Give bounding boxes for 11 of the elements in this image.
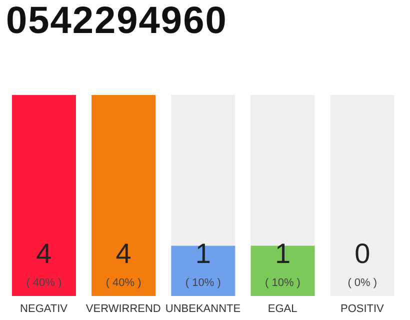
data-label: 4 ( 40% ): [26, 238, 62, 289]
data-label: 0 ( 0% ): [348, 238, 378, 289]
chart-title: 0542294960: [6, 0, 228, 43]
data-label: 1 ( 10% ): [185, 238, 221, 289]
data-label: 4 ( 40% ): [106, 238, 142, 289]
x-tick-label: POSITIV: [340, 302, 385, 315]
data-label: 1 ( 10% ): [265, 238, 300, 289]
x-tick-label: NEGATIV: [20, 302, 68, 315]
x-tick-label: VERWIRREND: [86, 302, 161, 315]
x-tick-label: EGAL: [268, 302, 298, 315]
x-tick-label: UNBEKANNTE: [165, 302, 241, 315]
